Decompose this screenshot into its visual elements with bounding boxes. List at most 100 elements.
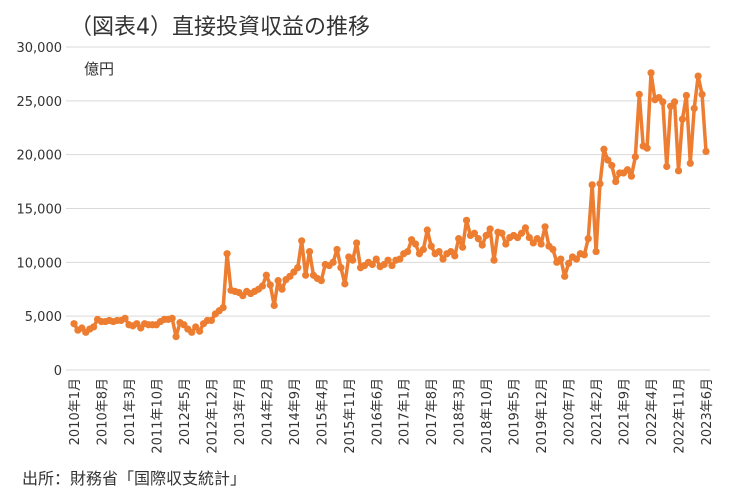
- data-point: [302, 271, 310, 279]
- x-tick-label: 2011年10月: [150, 378, 165, 454]
- data-point: [698, 90, 706, 98]
- x-tick-label: 2021年9月: [618, 378, 633, 445]
- data-point: [702, 147, 710, 156]
- data-point: [294, 264, 302, 272]
- data-point: [172, 333, 180, 341]
- data-point: [274, 277, 282, 285]
- data-point: [525, 233, 533, 242]
- data-point: [670, 98, 679, 106]
- x-tick-label: 2012年5月: [178, 378, 193, 445]
- data-point: [427, 242, 435, 250]
- data-point: [486, 225, 494, 233]
- y-tick-label: 30,000: [17, 41, 63, 56]
- data-point: [353, 239, 361, 247]
- data-point: [207, 316, 215, 325]
- data-point: [490, 256, 498, 264]
- data-point: [396, 255, 404, 263]
- y-tick-label: 15,000: [17, 203, 63, 218]
- data-point: [455, 235, 463, 243]
- data-point: [565, 259, 573, 268]
- data-point: [686, 159, 694, 167]
- data-point: [612, 177, 620, 186]
- data-point: [596, 180, 604, 188]
- data-point: [572, 255, 581, 263]
- data-point: [674, 167, 683, 175]
- data-point: [337, 264, 345, 272]
- data-point: [435, 247, 443, 256]
- x-tick-label: 2016年6月: [370, 378, 385, 445]
- data-point: [623, 166, 632, 174]
- data-point: [631, 153, 639, 161]
- x-tick-label: 2017年8月: [425, 378, 440, 445]
- data-point: [498, 229, 506, 237]
- data-point: [584, 235, 592, 243]
- data-point: [478, 241, 486, 249]
- data-point: [678, 115, 687, 123]
- data-point: [541, 223, 549, 231]
- data-point: [600, 145, 608, 153]
- data-point: [341, 280, 349, 288]
- x-tick-label: 2022年11月: [673, 378, 688, 454]
- data-point: [462, 216, 471, 224]
- data-point: [521, 224, 530, 232]
- data-point: [305, 247, 314, 256]
- x-tick-label: 2010年8月: [95, 378, 110, 445]
- data-point: [592, 247, 600, 256]
- data-point: [188, 328, 196, 336]
- data-point: [411, 240, 420, 248]
- y-tick-label: 25,000: [17, 95, 63, 110]
- x-tick-label: 2014年2月: [260, 378, 275, 445]
- data-point: [298, 237, 306, 245]
- y-tick-label: 10,000: [17, 256, 63, 271]
- data-point: [682, 91, 690, 100]
- data-point: [317, 277, 325, 285]
- data-point: [439, 255, 447, 263]
- x-tick-label: 2019年5月: [508, 378, 523, 445]
- data-point: [647, 69, 655, 77]
- y-tick-label: 5,000: [25, 310, 62, 325]
- data-point: [588, 181, 596, 189]
- data-line: [72, 71, 708, 339]
- chart-title: （図表4）直接投資収益の推移: [70, 15, 370, 40]
- data-point: [635, 90, 643, 98]
- x-tick-label: 2021年2月: [590, 378, 605, 445]
- data-point: [608, 161, 616, 170]
- data-point: [384, 256, 392, 264]
- data-point: [533, 235, 541, 243]
- x-tick-label: 2014年9月: [288, 378, 303, 445]
- data-point: [659, 98, 667, 106]
- data-point: [223, 250, 231, 258]
- data-point: [168, 314, 176, 322]
- data-point: [368, 260, 376, 269]
- x-tick-label: 2015年4月: [315, 378, 330, 445]
- data-point: [690, 104, 698, 112]
- source-note: 出所：財務省「国際収支統計」: [22, 469, 246, 488]
- data-point: [329, 258, 337, 266]
- y-tick-label: 0: [54, 364, 62, 379]
- data-point: [502, 240, 510, 248]
- data-point: [470, 229, 478, 237]
- x-tick-label: 2019年12月: [535, 378, 550, 454]
- data-point: [196, 327, 204, 335]
- data-point: [694, 72, 702, 80]
- x-tick-label: 2017年1月: [398, 378, 413, 445]
- data-point: [604, 156, 612, 164]
- x-tick-label: 2012年12月: [205, 378, 220, 454]
- data-point: [372, 255, 380, 263]
- x-tick-label: 2013年7月: [233, 378, 248, 445]
- data-point: [423, 226, 431, 234]
- x-tick-label: 2022年4月: [645, 378, 660, 445]
- data-point: [627, 172, 636, 180]
- data-point: [262, 271, 270, 279]
- data-point: [258, 282, 267, 290]
- data-point: [482, 231, 490, 240]
- data-point: [419, 245, 427, 254]
- data-point: [121, 314, 129, 322]
- x-tick-label: 2020年7月: [563, 378, 578, 445]
- data-point: [549, 245, 557, 254]
- x-tick-label: 2018年3月: [453, 378, 468, 445]
- data-point: [349, 256, 357, 264]
- x-tick-label: 2011年3月: [123, 378, 138, 445]
- data-point: [266, 281, 274, 289]
